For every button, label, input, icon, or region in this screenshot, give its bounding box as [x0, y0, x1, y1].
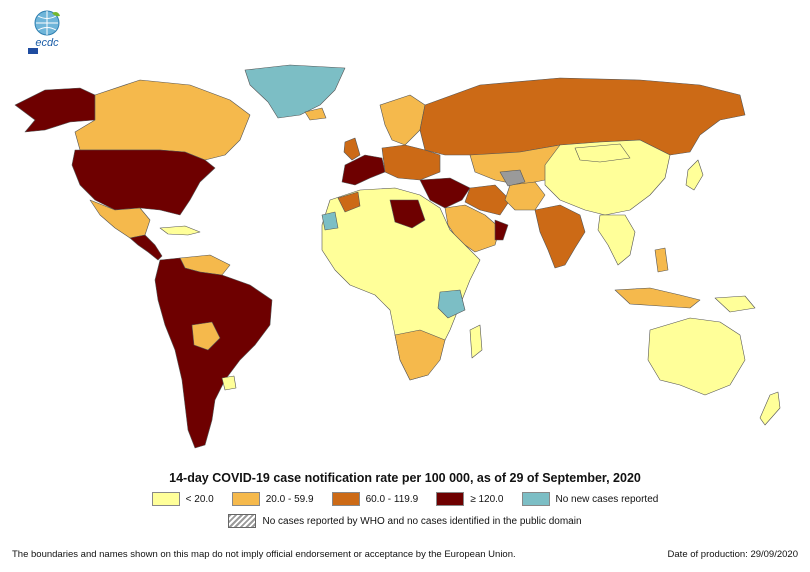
- region-madagascar: [469, 324, 483, 359]
- region-uk: [343, 137, 361, 161]
- region-philippines: [654, 247, 669, 273]
- legend-item-mid: 20.0 - 59.9: [231, 492, 314, 506]
- world-choropleth-map: [14, 64, 781, 449]
- region-bolivia: [191, 321, 221, 351]
- region-canada: [74, 79, 251, 161]
- region-china: [544, 139, 671, 216]
- region-tanzania: [437, 289, 466, 319]
- legend-swatch-low: [151, 492, 180, 506]
- legend-label-very-high: ≥ 120.0: [470, 493, 504, 505]
- region-morocco: [337, 191, 361, 213]
- legend-swatch-no-new: [521, 492, 550, 506]
- legend-item-very-high: ≥ 120.0: [436, 492, 504, 506]
- legend-label-high: 60.0 - 119.9: [365, 493, 419, 505]
- legend-swatch-very-high: [436, 492, 465, 506]
- region-india: [534, 204, 586, 269]
- region-alaska: [14, 87, 96, 133]
- region-mongolia: [574, 143, 631, 163]
- region-southeast-asia: [597, 214, 636, 266]
- region-south-central-asia: [504, 181, 546, 211]
- logo-text: ecdc: [35, 37, 59, 49]
- region-usa: [71, 149, 216, 216]
- legend-swatch-mid: [231, 492, 260, 506]
- legend-item-low: < 20.0: [151, 492, 214, 506]
- legend-swatch-hatch: [228, 514, 257, 528]
- region-greenland: [244, 64, 346, 119]
- region-scandinavia: [379, 94, 426, 146]
- region-south-america: [154, 257, 273, 449]
- legend-swatch-high: [331, 492, 360, 506]
- legend-hatch-row: No cases reported by WHO and no cases id…: [0, 514, 810, 528]
- legend-item-high: 60.0 - 119.9: [331, 492, 419, 506]
- region-oman: [494, 219, 509, 241]
- legend-label-low: < 20.0: [185, 493, 214, 505]
- region-central-america: [129, 234, 163, 261]
- region-western-sahara: [321, 211, 339, 231]
- legend-label-mid: 20.0 - 59.9: [265, 493, 314, 505]
- region-papua: [714, 295, 756, 313]
- map-title: 14-day COVID-19 case notification rate p…: [169, 471, 641, 485]
- legend-label-hatch: No cases reported by WHO and no cases id…: [262, 515, 582, 527]
- region-western-europe: [341, 154, 386, 186]
- region-iceland: [304, 107, 327, 121]
- disclaimer-text: The boundaries and names shown on this m…: [12, 549, 516, 560]
- region-libya: [389, 199, 426, 229]
- region-japan: [685, 159, 704, 191]
- region-southern-africa: [394, 329, 446, 381]
- region-russia: [419, 77, 746, 156]
- region-no-data-hatch: [499, 169, 526, 187]
- region-central-europe: [381, 144, 441, 181]
- legend-item-no-new: No new cases reported: [521, 492, 659, 506]
- region-iran: [464, 184, 511, 216]
- region-new-zealand: [759, 391, 781, 426]
- region-middle-east: [419, 177, 471, 209]
- region-australia: [647, 317, 746, 396]
- ecdc-logo: ecdc: [28, 10, 60, 54]
- region-indonesia: [614, 287, 701, 309]
- legend: < 20.0 20.0 - 59.9 60.0 - 119.9 ≥ 120.0 …: [0, 492, 810, 506]
- legend-label-no-new: No new cases reported: [555, 493, 659, 505]
- region-uruguay: [221, 375, 237, 391]
- region-caribbean: [159, 225, 201, 236]
- production-date: Date of production: 29/09/2020: [667, 549, 798, 560]
